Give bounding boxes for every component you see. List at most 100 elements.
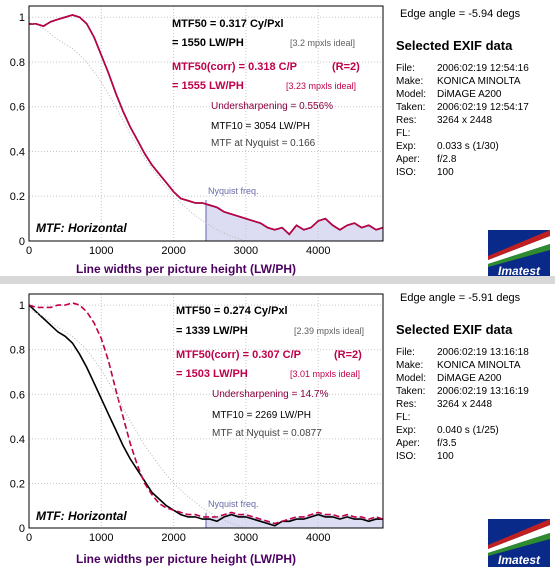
y-tick-label: 0.6 xyxy=(10,102,25,114)
nyquist-label: Nyquist freq. xyxy=(208,186,259,196)
mtf-at-nyquist: MTF at Nyquist = 0.0877 xyxy=(212,428,322,439)
exif-value: f/2.8 xyxy=(437,154,457,165)
series-corr xyxy=(28,302,384,525)
x-tick-label: 1000 xyxy=(89,245,113,257)
exif-row: FL: xyxy=(396,411,529,424)
undersharpening: Undersharpening = 0.556% xyxy=(211,101,333,112)
x-axis-title: Line widths per picture height (LW/PH) xyxy=(76,262,296,276)
exif-row: Model: DiMAGE A200 xyxy=(396,88,529,101)
exif-key: Taken: xyxy=(396,386,426,397)
mtf-panel-1: 0 1000 2000 3000 4000 0 0.2 0.4 0.6 0.8 1 Nyquist … xyxy=(0,0,555,278)
exif-key: FL: xyxy=(396,128,411,139)
edge-angle: Edge angle = -5.94 degs xyxy=(400,8,521,20)
mtf-at-nyquist: MTF at Nyquist = 0.166 xyxy=(211,138,316,149)
imatest-logo: Imatest xyxy=(488,519,550,567)
y-tick-label: 0.8 xyxy=(10,57,25,69)
x-tick-label: 0 xyxy=(26,245,32,257)
mtf10: MTF10 = 3054 LW/PH xyxy=(211,121,310,132)
mtf50-lwph: = 1339 LW/PH xyxy=(176,325,248,337)
x-tick-label: 3000 xyxy=(234,245,258,257)
exif-key: Model: xyxy=(396,89,427,100)
logo-text: Imatest xyxy=(498,553,541,567)
y-tick-label: 0.8 xyxy=(10,345,25,357)
mtf50-value: 0.274 Cy/Pxl xyxy=(223,305,287,317)
svg-text:MTF50 = 0.317 Cy/Pxl: MTF50 = 0.317 Cy/Pxl xyxy=(172,18,284,30)
axis-direction-label: MTF: Horizontal xyxy=(36,509,127,523)
mtf-panel-2: 0 1000 2000 3000 4000 0 0.2 0.4 0.6 0.8 1 Nyquist … xyxy=(0,284,555,567)
exif-value: 2006:02:19 12:54:17 xyxy=(437,102,529,113)
mtf50corr-label: MTF50(corr) = 0.307 C/P xyxy=(176,349,301,361)
exif-row: Aper: f/2.8 xyxy=(396,153,529,166)
exif-row: File: 2006:02:19 12:54:16 xyxy=(396,62,529,75)
exif-value: 2006:02:19 12:54:16 xyxy=(437,63,529,74)
logo-text: Imatest xyxy=(498,264,541,278)
exif-table: File: 2006:02:19 12:54:16 Make: KONICA MIN… xyxy=(396,62,529,179)
panel-separator xyxy=(0,276,555,284)
y-tick-label: 0.4 xyxy=(10,146,25,158)
mtf50-label: MTF50 = xyxy=(172,18,219,30)
x-tick-label: 4000 xyxy=(306,245,330,257)
mtf50corr-r: (R=2) xyxy=(334,349,362,361)
mtf50-ideal: [2.39 mpxls ideal] xyxy=(294,326,364,336)
exif-value: 3264 x 2448 xyxy=(437,399,493,410)
mtf10: MTF10 = 2269 LW/PH xyxy=(212,410,311,421)
exif-key: Model: xyxy=(396,373,427,384)
mtf50-ideal: [3.2 mpxls ideal] xyxy=(290,38,355,48)
exif-key: Taken: xyxy=(396,102,426,113)
x-axis-title: Line widths per picture height (LW/PH) xyxy=(76,552,296,566)
exif-row: FL: xyxy=(396,127,529,140)
mtf50corr-lwph: = 1555 LW/PH xyxy=(172,80,244,92)
exif-key: Make: xyxy=(396,76,424,87)
exif-value: DiMAGE A200 xyxy=(437,89,502,100)
exif-value: 2006:02:19 13:16:18 xyxy=(437,347,529,358)
exif-key: Res: xyxy=(396,115,417,126)
mtf-chart-2: 0 1000 2000 3000 4000 0 0.2 0.4 0.6 0.8 1 Nyquist … xyxy=(10,293,384,566)
exif-value: 0.033 s (1/30) xyxy=(437,141,499,152)
exif-row: Model: DiMAGE A200 xyxy=(396,372,529,385)
undersharpening: Undersharpening = 14.7% xyxy=(212,389,329,400)
series-ideal xyxy=(28,21,247,242)
exif-key: File: xyxy=(396,347,415,358)
exif-row: ISO: 100 xyxy=(396,450,529,463)
exif-title: Selected EXIF data xyxy=(396,38,513,53)
exif-value: KONICA MINOLTA xyxy=(437,360,521,371)
y-tick-label: 0 xyxy=(19,523,25,535)
mtf50corr-ideal: [3.23 mpxls ideal] xyxy=(286,81,356,91)
exif-value: 100 xyxy=(437,167,454,178)
mtf-chart-1: 0 1000 2000 3000 4000 0 0.2 0.4 0.6 0.8 1 Nyquist … xyxy=(10,5,384,276)
mtf50corr-ideal: [3.01 mpxls ideal] xyxy=(290,369,360,379)
exif-value: f/3.5 xyxy=(437,438,457,449)
series-corr xyxy=(29,14,384,236)
axis-direction-label: MTF: Horizontal xyxy=(36,221,127,235)
svg-text:MTF50 = 0.274 Cy/Pxl: MTF50 = 0.274 Cy/Pxl xyxy=(176,305,288,317)
exif-value: KONICA MINOLTA xyxy=(437,76,521,87)
exif-value: 3264 x 2448 xyxy=(437,115,493,126)
x-tick-label: 3000 xyxy=(234,532,258,544)
exif-row: Aper: f/3.5 xyxy=(396,437,529,450)
exif-row: Make: KONICA MINOLTA xyxy=(396,75,529,88)
mtf50corr-r: (R=2) xyxy=(332,61,360,73)
exif-row: ISO: 100 xyxy=(396,166,529,179)
series-ideal xyxy=(28,309,247,529)
plot-frame xyxy=(28,293,384,529)
exif-key: Aper: xyxy=(396,438,420,449)
exif-key: Aper: xyxy=(396,154,420,165)
x-tick-label: 2000 xyxy=(161,245,185,257)
nyquist-label: Nyquist freq. xyxy=(208,499,259,509)
exif-key: ISO: xyxy=(396,451,417,462)
x-tick-label: 0 xyxy=(26,532,32,544)
exif-table: File: 2006:02:19 13:16:18 Make: KONICA MIN… xyxy=(396,346,529,463)
x-tick-label: 2000 xyxy=(161,532,185,544)
exif-key: FL: xyxy=(396,412,411,423)
edge-angle: Edge angle = -5.91 degs xyxy=(400,292,521,304)
exif-row: Exp: 0.033 s (1/30) xyxy=(396,140,529,153)
exif-row: Exp: 0.040 s (1/25) xyxy=(396,424,529,437)
exif-key: ISO: xyxy=(396,167,417,178)
exif-value: 0.040 s (1/25) xyxy=(437,425,499,436)
exif-title: Selected EXIF data xyxy=(396,322,513,337)
exif-row: Taken: 2006:02:19 13:16:19 xyxy=(396,385,529,398)
plot-frame xyxy=(28,5,384,242)
exif-row: Make: KONICA MINOLTA xyxy=(396,359,529,372)
exif-key: Res: xyxy=(396,399,417,410)
mtf50corr-lwph: = 1503 LW/PH xyxy=(176,368,248,380)
